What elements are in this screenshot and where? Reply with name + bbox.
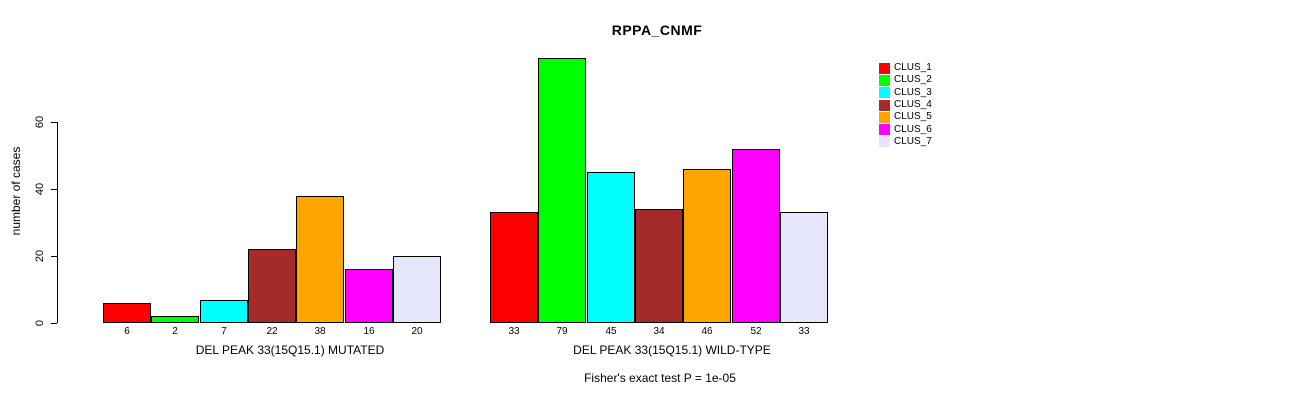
bar-value-label: 38: [314, 326, 326, 337]
bar-clus_5: [296, 196, 344, 323]
legend-label: CLUS_6: [894, 123, 932, 135]
y-tick-label: 40: [34, 182, 46, 196]
legend-row: CLUS_4: [879, 99, 932, 111]
bar-clus_2: [151, 316, 199, 323]
bar-clus_6: [345, 269, 393, 323]
legend-swatch-clus_7: [879, 136, 890, 148]
bar-value-label: 33: [508, 326, 520, 337]
bar-value-label: 33: [798, 326, 810, 337]
bar-clus_5: [683, 169, 731, 323]
bar-value-label: 6: [124, 326, 130, 337]
y-tick-mark: [51, 122, 57, 123]
y-tick-mark: [51, 256, 57, 257]
bar-value-label: 46: [701, 326, 713, 337]
bar-value-label: 20: [411, 326, 423, 337]
y-tick-label: 60: [34, 115, 46, 129]
legend-label: CLUS_4: [894, 99, 932, 111]
bar-clus_4: [635, 209, 683, 323]
bar-value-label: 16: [363, 326, 375, 337]
legend-label: CLUS_2: [894, 74, 932, 86]
y-tick-mark: [51, 189, 57, 190]
legend-swatch-clus_5: [879, 111, 890, 123]
bar-clus_6: [732, 149, 780, 323]
bar-value-label: 34: [653, 326, 665, 337]
y-tick-label: 0: [34, 319, 46, 327]
legend-label: CLUS_3: [894, 86, 932, 98]
bar-clus_2: [538, 58, 586, 323]
group-label: DEL PEAK 33(15Q15.1) WILD-TYPE: [573, 343, 771, 357]
bar-value-label: 45: [605, 326, 617, 337]
y-tick-label: 20: [34, 249, 46, 263]
legend-row: CLUS_6: [879, 123, 932, 136]
legend-swatch-clus_2: [879, 74, 890, 86]
y-tick-mark: [51, 323, 57, 324]
legend-label: CLUS_7: [894, 135, 932, 147]
bar-clus_1: [103, 303, 151, 323]
group-label: DEL PEAK 33(15Q15.1) MUTATED: [195, 343, 385, 357]
legend-swatch-clus_4: [879, 99, 890, 111]
legend-row: CLUS_5: [879, 111, 932, 123]
legend-row: CLUS_2: [879, 74, 932, 86]
bar-clus_3: [587, 172, 635, 323]
bar-value-label: 2: [172, 326, 178, 337]
bar-clus_3: [200, 300, 248, 323]
y-axis-title: number of cases: [9, 146, 23, 236]
legend-label: CLUS_5: [894, 111, 932, 123]
bar-value-label: 7: [221, 326, 227, 337]
legend-row: CLUS_1: [879, 62, 932, 74]
legend-swatch-clus_6: [879, 124, 890, 136]
bar-clus_7: [393, 256, 441, 323]
chart-title: RPPA_CNMF: [611, 22, 703, 38]
bar-clus_1: [490, 212, 538, 323]
y-axis-line: [57, 122, 58, 323]
legend-swatch-clus_3: [879, 87, 890, 99]
bar-value-label: 79: [556, 326, 568, 337]
legend-row: CLUS_3: [879, 87, 932, 99]
bar-clus_4: [248, 249, 296, 323]
legend-row: CLUS_7: [879, 136, 932, 148]
legend-label: CLUS_1: [894, 62, 932, 74]
legend-swatch-clus_1: [879, 62, 890, 74]
fisher-test-annotation: Fisher's exact test P = 1e-05: [584, 371, 736, 385]
bar-value-label: 52: [750, 326, 762, 337]
bar-value-label: 22: [266, 326, 278, 337]
bar-clus_7: [780, 212, 828, 323]
legend: CLUS_1 CLUS_2 CLUS_3 CLUS_4 CLUS_5 CLUS_6 CLUS…: [879, 62, 932, 148]
